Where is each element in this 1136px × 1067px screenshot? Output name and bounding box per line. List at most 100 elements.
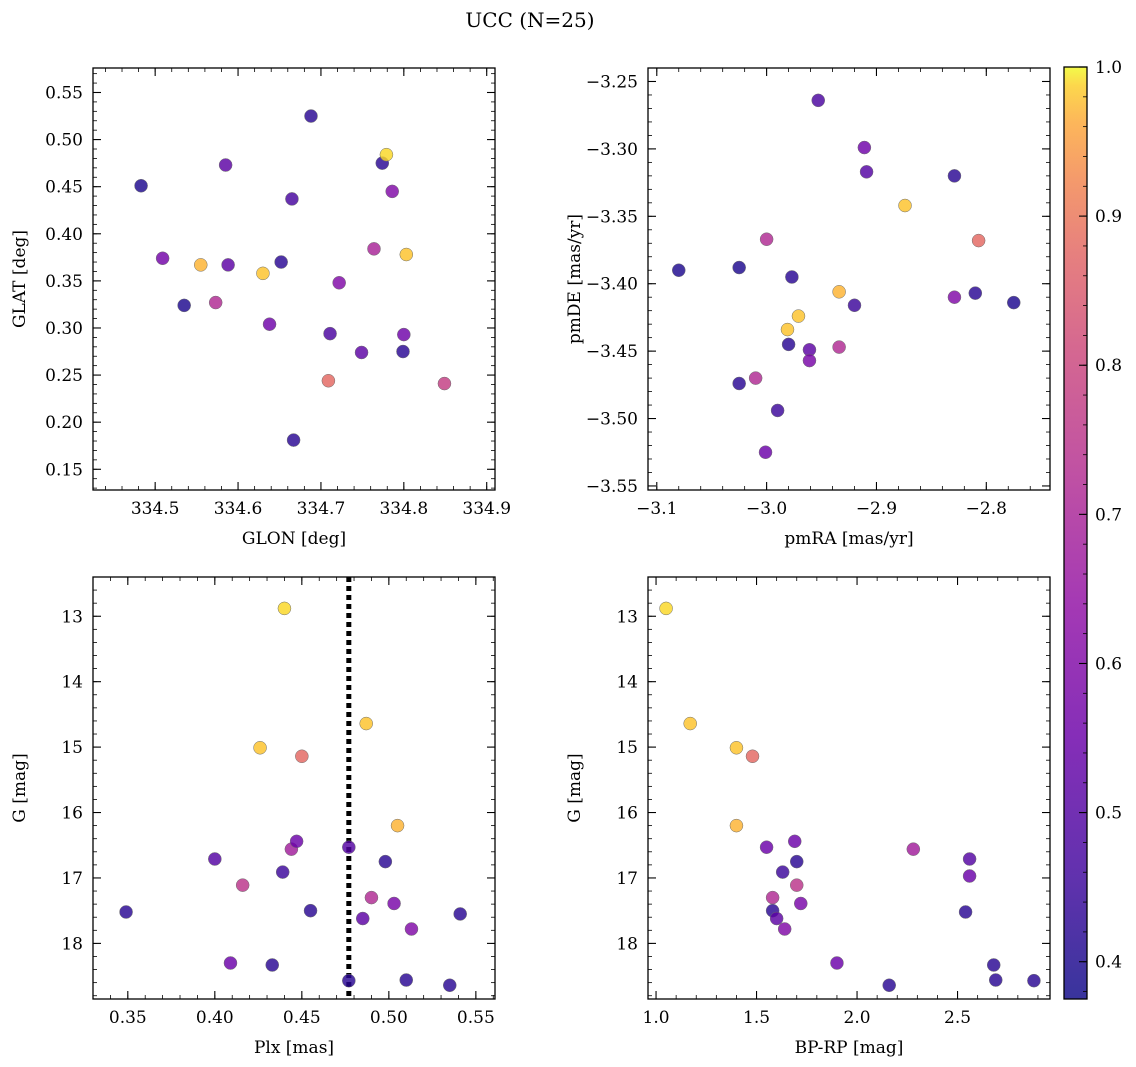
y-tick-label: 17 — [616, 869, 638, 889]
data-point — [387, 896, 401, 911]
data-point — [789, 878, 804, 892]
panel-bottom-right: 1.0 1.5 2.0 2.5 13 14 15 16 17 18 BP-RP [mag] G [ma… — [565, 576, 1051, 1058]
data-point — [399, 973, 413, 987]
plot-frame — [92, 576, 496, 1000]
y-axis-label: G [mag] — [565, 753, 585, 822]
data-point — [683, 716, 697, 731]
data-point — [857, 140, 872, 155]
data-point — [794, 896, 808, 911]
data-point — [758, 445, 773, 459]
data-point — [962, 852, 977, 866]
x-axis-label: pmRA [mas/yr] — [784, 529, 913, 549]
colorbar-tick-label: 0.5 — [1095, 804, 1122, 824]
data-point — [787, 834, 802, 849]
data-point — [359, 716, 373, 731]
x-tick-label: 0.55 — [457, 1008, 495, 1028]
data-point — [303, 903, 318, 918]
data-point — [390, 818, 405, 833]
y-tick-label: 13 — [616, 607, 638, 627]
y-axis-label: GLAT [deg] — [10, 230, 30, 328]
data-point — [378, 854, 393, 869]
data-point — [748, 371, 763, 385]
data-point — [256, 266, 270, 281]
data-points — [134, 109, 452, 447]
y-tick-label: −3.25 — [586, 72, 638, 92]
data-point — [958, 905, 973, 919]
y-tick-label: −3.40 — [586, 275, 638, 295]
data-point — [208, 295, 223, 310]
x-tick-label: −3.1 — [636, 499, 677, 519]
data-point — [986, 958, 1001, 972]
data-point — [274, 255, 288, 269]
data-point — [802, 353, 817, 368]
data-point — [235, 878, 250, 892]
data-point — [811, 93, 825, 108]
data-point — [781, 337, 796, 352]
data-point — [208, 852, 222, 866]
x-tick-label: −2.8 — [966, 499, 1007, 519]
y-tick-label: 16 — [61, 804, 83, 824]
x-tick-label: 0.35 — [109, 1008, 147, 1028]
plot-frame — [92, 67, 496, 491]
plot-frame — [647, 67, 1051, 491]
y-tick-label: −3.55 — [586, 477, 638, 497]
data-point — [367, 242, 381, 256]
data-point — [770, 403, 785, 418]
y-tick-label: 0.15 — [45, 460, 83, 480]
x-tick-label: 2.5 — [944, 1008, 971, 1028]
data-point — [769, 911, 784, 926]
data-point — [672, 263, 686, 277]
colorbar-tick-label: 0.8 — [1095, 356, 1122, 376]
y-tick-label: 0.30 — [45, 319, 83, 339]
data-point — [364, 890, 379, 905]
y-tick-label: −3.50 — [586, 410, 638, 430]
x-tick-label: 1.5 — [743, 1008, 770, 1028]
x-tick-label: 0.50 — [370, 1008, 408, 1028]
x-tick-label: 334.9 — [462, 499, 511, 519]
data-point — [988, 973, 1003, 987]
data-point — [729, 818, 744, 833]
colorbar-frame — [1063, 66, 1088, 1000]
data-point — [119, 905, 133, 919]
colorbar-tick-label: 1.0 — [1095, 58, 1122, 78]
data-point — [321, 373, 336, 388]
data-point — [332, 276, 346, 290]
x-axis-label: BP-RP [mag] — [795, 1038, 904, 1058]
data-points — [659, 601, 1041, 993]
data-point — [898, 198, 912, 213]
colorbar-tick-label: 0.9 — [1095, 207, 1122, 227]
y-tick-label: 15 — [61, 738, 83, 758]
data-point — [962, 869, 977, 883]
x-tick-label: 0.40 — [196, 1008, 234, 1028]
x-tick-label: 334.7 — [297, 499, 346, 519]
x-axis-label: GLON [deg] — [242, 529, 346, 549]
data-point — [355, 911, 370, 926]
data-point — [847, 298, 862, 313]
panel-top-left: 334.5 334.6 334.7 334.8 334.9 0.15 0.20 0.25 0.3… — [10, 67, 511, 549]
y-tick-label: 18 — [616, 934, 638, 954]
data-point — [285, 192, 299, 206]
data-point — [789, 854, 804, 869]
data-point — [882, 978, 896, 993]
data-point — [295, 749, 309, 764]
y-tick-label: 18 — [61, 934, 83, 954]
data-point — [286, 433, 301, 447]
data-point — [262, 317, 277, 331]
data-point — [379, 147, 394, 162]
data-point — [289, 834, 304, 849]
data-point — [134, 178, 148, 193]
data-point — [780, 322, 795, 337]
y-axis-label: pmDE [mas/yr] — [565, 214, 585, 344]
data-point — [1027, 973, 1041, 988]
y-tick-label: 16 — [616, 804, 638, 824]
data-point — [832, 340, 846, 354]
data-point — [830, 956, 844, 970]
colorbar-tick-label: 0.7 — [1095, 505, 1122, 525]
data-point — [218, 158, 233, 172]
data-point — [759, 840, 774, 854]
y-tick-label: 0.55 — [45, 83, 83, 103]
data-point — [971, 233, 986, 248]
data-point — [221, 258, 235, 272]
data-point — [177, 298, 191, 313]
